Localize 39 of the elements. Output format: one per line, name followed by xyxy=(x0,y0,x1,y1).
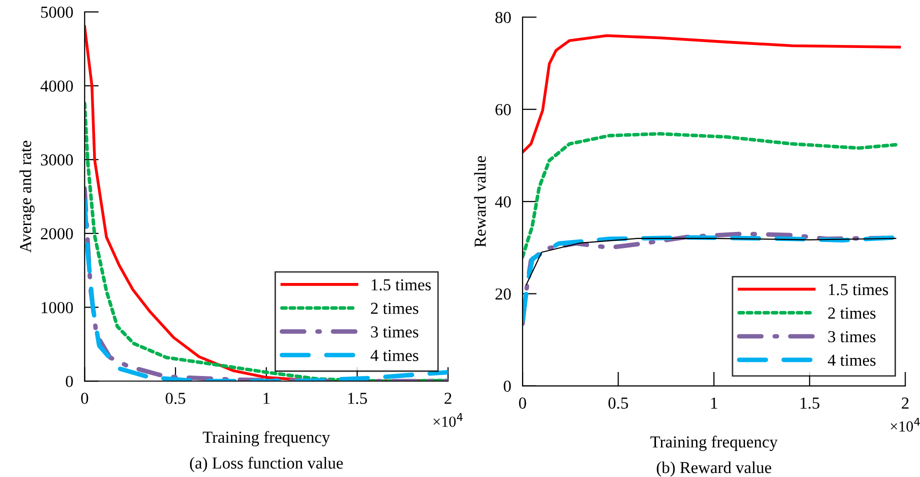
y-tick-label: 2000 xyxy=(40,228,73,240)
y-tick-label: 40 xyxy=(495,196,511,208)
x-tick-label: 0.5 xyxy=(166,392,186,404)
x-tick-label: 2 xyxy=(902,398,909,409)
y-tick-label: 4000 xyxy=(40,80,73,92)
x-tick-label: 2 xyxy=(444,392,452,404)
legend-label: 4 times xyxy=(828,354,876,366)
y-tick-label: 3000 xyxy=(40,154,73,166)
y-tick-label: 60 xyxy=(496,104,511,116)
legend-label: 1.5 times xyxy=(828,284,888,296)
text: (a) Loss function value xyxy=(190,456,343,472)
x-tick-label: 0.5 xyxy=(608,397,628,409)
y-tick-label: 1000 xyxy=(42,302,73,314)
x-tick-label: 1 xyxy=(264,392,270,404)
x-tick-label: 0 xyxy=(81,392,88,404)
x-tick-label: 1 xyxy=(711,398,718,409)
y-tick-label: 5000 xyxy=(41,6,73,18)
legend-label: 3 times xyxy=(828,331,876,342)
y-tick-label: 20 xyxy=(496,288,511,300)
y-tick-label: 0 xyxy=(66,376,73,388)
legend-label: 3 times xyxy=(371,326,418,338)
y-tick-label: 0 xyxy=(504,380,511,392)
x-tick-label: 0 xyxy=(519,397,526,409)
x-tick-label: 1.5 xyxy=(348,392,367,404)
y-axis-title: Reward value xyxy=(474,156,486,248)
legend-label: 1.5 times xyxy=(372,279,431,290)
legend-label: 2 times xyxy=(370,302,418,314)
line-series xyxy=(526,238,896,286)
legend-label: 4 times xyxy=(370,350,418,362)
line-series xyxy=(522,34,901,154)
x-tick-label: 1.5 xyxy=(800,398,820,409)
x-axis-title: Training frequency xyxy=(202,430,330,446)
legend-label: 2 times xyxy=(828,308,876,319)
text: (b) Reward value xyxy=(656,461,772,477)
text: ×10$^{4}$ xyxy=(434,413,463,427)
y-tick-label: 80 xyxy=(495,12,511,24)
text: ×10$^{4}$ xyxy=(890,418,920,432)
x-axis-title: Training frequency xyxy=(650,436,778,451)
y-axis-title: Average and rate xyxy=(19,140,35,253)
